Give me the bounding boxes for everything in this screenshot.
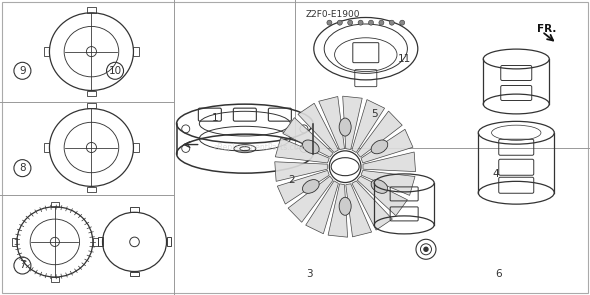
Polygon shape	[277, 171, 329, 204]
Polygon shape	[363, 152, 415, 172]
Text: 4: 4	[492, 169, 499, 179]
Text: FR.: FR.	[537, 24, 556, 35]
Circle shape	[389, 20, 394, 25]
Text: 3: 3	[306, 269, 313, 279]
Polygon shape	[306, 181, 339, 234]
Circle shape	[399, 20, 405, 25]
Ellipse shape	[371, 180, 388, 193]
Polygon shape	[357, 111, 402, 157]
Ellipse shape	[303, 140, 319, 154]
Polygon shape	[288, 176, 333, 222]
Ellipse shape	[371, 140, 388, 154]
Circle shape	[369, 20, 373, 25]
Polygon shape	[352, 100, 385, 153]
Polygon shape	[298, 103, 339, 153]
Text: 2: 2	[289, 175, 296, 185]
Circle shape	[379, 20, 384, 25]
Text: 7: 7	[19, 260, 26, 271]
Text: 11: 11	[398, 54, 411, 64]
Ellipse shape	[303, 180, 319, 193]
Polygon shape	[283, 118, 333, 157]
Polygon shape	[357, 176, 408, 216]
Circle shape	[337, 20, 342, 25]
Polygon shape	[361, 129, 413, 163]
Polygon shape	[346, 184, 372, 237]
Text: Z2F0-E1900: Z2F0-E1900	[306, 10, 360, 19]
Text: 8: 8	[19, 163, 26, 173]
Polygon shape	[343, 96, 362, 150]
Polygon shape	[361, 171, 415, 195]
Polygon shape	[328, 184, 348, 237]
Circle shape	[358, 20, 363, 25]
Polygon shape	[276, 138, 329, 163]
Polygon shape	[275, 162, 327, 181]
Text: 5: 5	[371, 109, 378, 119]
Ellipse shape	[339, 118, 351, 136]
Polygon shape	[319, 96, 345, 150]
Text: 10: 10	[109, 66, 122, 76]
Polygon shape	[352, 181, 392, 230]
Text: 9: 9	[19, 66, 26, 76]
Circle shape	[348, 20, 353, 25]
Text: eReplacementParts.com: eReplacementParts.com	[213, 143, 306, 152]
Text: 6: 6	[495, 269, 502, 279]
Text: 1: 1	[212, 113, 219, 123]
Circle shape	[424, 247, 428, 251]
Ellipse shape	[339, 197, 351, 215]
Circle shape	[327, 20, 332, 25]
